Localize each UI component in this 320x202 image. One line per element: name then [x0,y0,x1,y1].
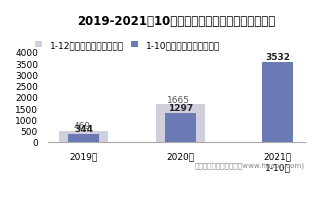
Bar [262,63,293,142]
Legend: 1-12月期货成交量（万手）, 1-10月期货成交量（万手）: 1-12月期货成交量（万手）, 1-10月期货成交量（万手） [32,37,223,53]
Text: 344: 344 [74,125,93,134]
Title: 2019-2021年10月郑州商品交易所尿素期货成交量: 2019-2021年10月郑州商品交易所尿素期货成交量 [77,15,276,28]
Text: 1297: 1297 [168,103,193,112]
Text: 3532: 3532 [265,53,290,62]
Bar [165,113,196,142]
Bar [68,135,100,142]
Bar [156,105,205,142]
Text: 469: 469 [73,122,90,131]
Text: 1665: 1665 [167,95,190,104]
Bar [60,132,108,142]
Text: 制图：华经产业研究院（www.huaon.com): 制图：华经产业研究院（www.huaon.com) [195,162,305,168]
